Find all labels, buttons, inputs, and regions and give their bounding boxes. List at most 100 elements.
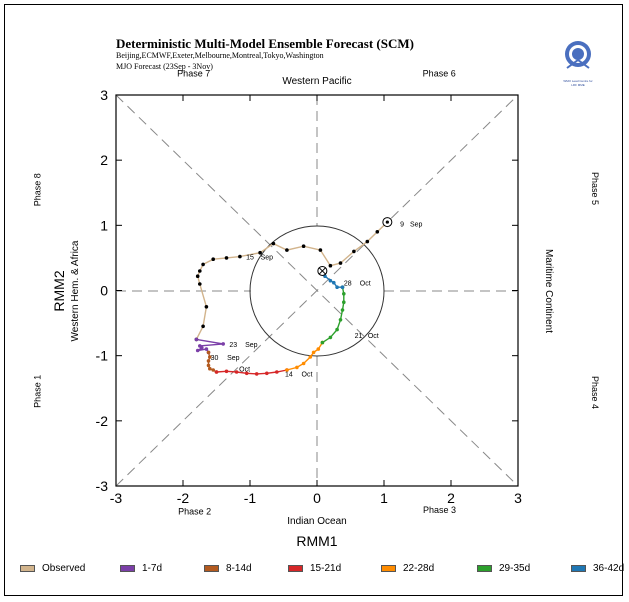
data-point bbox=[195, 348, 200, 353]
data-point bbox=[244, 371, 249, 376]
data-point bbox=[208, 366, 212, 371]
legend-item: 8-14d bbox=[204, 563, 252, 574]
data-point bbox=[285, 368, 289, 372]
legend-label: 29-35d bbox=[499, 563, 531, 574]
phase-label: Phase 1 bbox=[33, 375, 43, 408]
legend-swatch bbox=[120, 565, 135, 572]
data-point bbox=[206, 350, 211, 355]
x-tick-label: -3 bbox=[110, 490, 123, 506]
data-point bbox=[332, 280, 336, 285]
data-point bbox=[224, 369, 229, 374]
date-annotation: 23 bbox=[229, 342, 237, 349]
data-point bbox=[198, 282, 202, 286]
y-axis-title: RMM2 bbox=[51, 270, 67, 311]
date-annotation: Oct bbox=[239, 367, 250, 374]
data-point bbox=[342, 292, 346, 296]
legend-swatch bbox=[381, 565, 396, 572]
data-point bbox=[340, 308, 345, 312]
date-annotation: Oct bbox=[360, 281, 371, 288]
data-point bbox=[214, 370, 219, 374]
data-point bbox=[338, 261, 343, 265]
date-annotation: Oct bbox=[302, 371, 313, 378]
data-point bbox=[204, 305, 209, 309]
legend-item: 29-35d bbox=[477, 563, 530, 574]
figure-frame bbox=[4, 4, 623, 596]
data-point bbox=[335, 285, 339, 290]
legend-label: 15-21d bbox=[310, 563, 342, 574]
data-point bbox=[208, 355, 212, 359]
y-tick-label: 1 bbox=[100, 217, 108, 233]
legend-item: 1-7d bbox=[120, 563, 162, 574]
legend-swatch bbox=[477, 565, 492, 572]
phase-label: Phase 3 bbox=[423, 505, 456, 515]
x-tick-label: -2 bbox=[177, 490, 190, 506]
region-label-left: Western Hem. & Africa bbox=[70, 240, 81, 341]
data-point bbox=[285, 248, 289, 252]
chart-title: Deterministic Multi-Model Ensemble Forec… bbox=[116, 36, 414, 51]
data-point bbox=[328, 263, 333, 268]
legend-item: Observed bbox=[20, 563, 85, 574]
legend-label: Observed bbox=[42, 563, 86, 574]
date-annotation: 14 bbox=[285, 371, 293, 378]
data-point bbox=[275, 370, 279, 374]
data-point bbox=[311, 350, 316, 355]
data-point bbox=[194, 337, 199, 342]
data-point bbox=[365, 239, 370, 244]
date-annotation: 21 bbox=[355, 333, 363, 340]
data-point bbox=[201, 324, 205, 329]
series-line bbox=[322, 287, 345, 344]
x-tick-label: 0 bbox=[313, 490, 321, 506]
data-point bbox=[338, 318, 343, 322]
date-annotation: 30 bbox=[211, 355, 219, 362]
data-point bbox=[200, 346, 204, 350]
phase-label: Phase 6 bbox=[423, 69, 456, 79]
data-point bbox=[224, 256, 229, 260]
x-tick-label: 1 bbox=[380, 490, 388, 506]
data-point bbox=[204, 347, 209, 351]
unit-circle bbox=[249, 225, 385, 357]
data-point bbox=[195, 274, 200, 279]
legend-swatch bbox=[204, 565, 219, 572]
data-point bbox=[238, 254, 242, 259]
region-label-top: Western Pacific bbox=[282, 76, 351, 87]
legend-label: 36-42d bbox=[593, 563, 625, 574]
data-point bbox=[301, 361, 306, 366]
phase-label: Phase 4 bbox=[590, 376, 600, 409]
legend-item: 36-42d bbox=[571, 563, 624, 574]
data-point bbox=[316, 347, 321, 351]
data-point bbox=[254, 372, 259, 376]
data-point bbox=[328, 278, 333, 283]
region-label-bottom: Indian Ocean bbox=[287, 516, 347, 527]
data-point bbox=[318, 248, 323, 252]
data-point bbox=[342, 300, 346, 305]
legend: Observed 1-7d 8-14d 15-21d 22-28d 29-35d 36-42… bbox=[20, 563, 624, 577]
x-tick-label: 3 bbox=[514, 490, 522, 506]
data-point bbox=[375, 230, 380, 234]
legend-item: 22-28d bbox=[381, 563, 434, 574]
data-point bbox=[265, 371, 269, 376]
date-annotation: Sep bbox=[410, 221, 423, 228]
diagonal-line bbox=[115, 94, 519, 487]
date-annotation: Oct bbox=[368, 333, 379, 340]
y-tick-label: 3 bbox=[100, 87, 108, 103]
data-point bbox=[221, 342, 225, 346]
data-point bbox=[234, 370, 239, 374]
data-point bbox=[206, 363, 211, 368]
legend-swatch bbox=[20, 565, 35, 572]
legend-swatch bbox=[288, 565, 303, 572]
data-point bbox=[211, 368, 215, 372]
data-point bbox=[320, 340, 325, 345]
wmo-logo-icon bbox=[565, 41, 591, 69]
region-label-right: Maritime Continent bbox=[543, 249, 554, 333]
x-tick-label: 2 bbox=[447, 490, 455, 506]
legend-swatch bbox=[571, 565, 586, 572]
date-annotation: Sep bbox=[245, 342, 258, 349]
data-point bbox=[340, 285, 345, 290]
legend-label: 22-28d bbox=[403, 563, 435, 574]
legend-item: 15-21d bbox=[288, 563, 341, 574]
data-point bbox=[211, 257, 215, 262]
y-tick-label: -1 bbox=[96, 348, 109, 364]
y-tick-label: -2 bbox=[96, 413, 109, 429]
y-tick-label: -3 bbox=[96, 478, 109, 494]
